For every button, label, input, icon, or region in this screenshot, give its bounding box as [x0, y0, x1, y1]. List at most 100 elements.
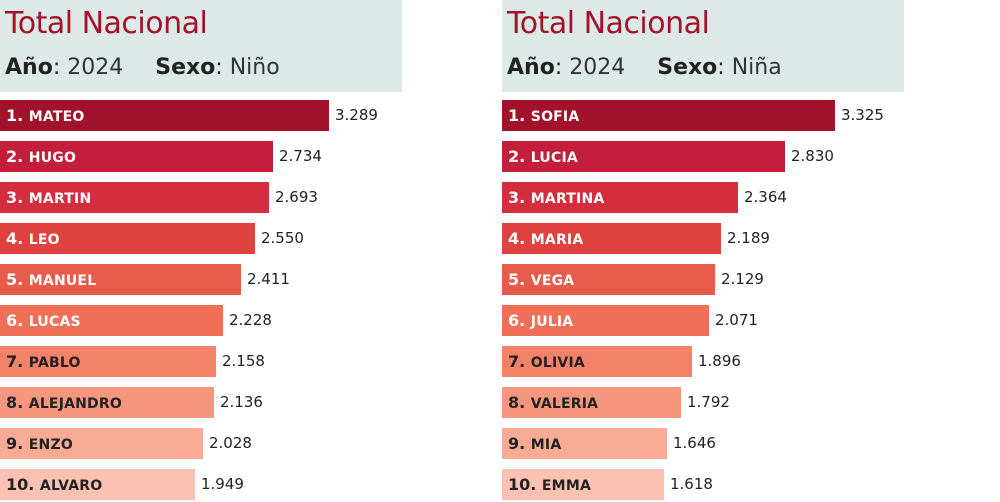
boys-bar-value: 2.158 [222, 352, 265, 370]
girls-bar-name: EMMA [541, 478, 591, 494]
boys-bar-label: 8. ALEJANDRO [6, 387, 122, 418]
girls-chart-filters: Año: 2024 Sexo: Niña [507, 55, 782, 80]
girls-chart-panel: Total Nacional Año: 2024 Sexo: Niña 1. SO… [502, 0, 912, 500]
boys-bar-value: 1.949 [201, 475, 244, 493]
girls-bar-value: 2.364 [744, 188, 787, 206]
girls-bar-value: 1.792 [687, 393, 730, 411]
girls-bar-label: 7. OLIVIA [508, 346, 585, 377]
girls-bar-value: 2.830 [791, 147, 834, 165]
girls-bar-rank: 8. [508, 393, 531, 412]
boys-bar-rank: 2. [6, 147, 29, 166]
girls-bar-label: 8. VALERIA [508, 387, 598, 418]
boys-bar-value: 2.228 [229, 311, 272, 329]
girls-bar-label: 10. EMMA [508, 469, 591, 500]
boys-bar-label: 4. LEO [6, 223, 60, 254]
boys-bar-leo: 4. LEO [0, 223, 255, 254]
boys-bar-name: MATEO [28, 109, 85, 125]
boys-bar-rank: 3. [6, 188, 29, 207]
boys-bar-name: PABLO [28, 355, 81, 371]
girls-bar-name: OLIVIA [530, 355, 585, 371]
boys-bar-rank: 6. [6, 311, 29, 330]
boys-bar-name: LUCAS [28, 314, 81, 330]
girls-bar-name: SOFIA [530, 109, 580, 125]
boys-bar-name: LEO [28, 232, 60, 248]
boys-bar-name: ALVARO [39, 478, 103, 494]
boys-chart-title: Total Nacional [5, 6, 208, 41]
boys-bar-label: 1. MATEO [6, 100, 84, 131]
girls-bar-emma: 10. EMMA [502, 469, 664, 500]
girls-bar-julia: 6. JULIA [502, 305, 709, 336]
boys-bar-name: HUGO [28, 150, 77, 166]
boys-chart-panel: Total Nacional Año: 2024 Sexo: Niño 1. MA… [0, 0, 410, 500]
boys-bar-rank: 7. [6, 352, 29, 371]
boys-bar-label: 3. MARTIN [6, 182, 91, 213]
girls-bar-rank: 1. [508, 106, 531, 125]
girls-bar-name: MIA [530, 437, 562, 453]
boys-bar-alejandro: 8. ALEJANDRO [0, 387, 214, 418]
boys-bar-name: MANUEL [28, 273, 97, 289]
girls-bar-label: 6. JULIA [508, 305, 573, 336]
boys-bar-value: 3.289 [335, 106, 378, 124]
boys-bar-label: 9. ENZO [6, 428, 73, 459]
girls-sex-value: Niña [731, 55, 782, 80]
boys-bar-rank: 1. [6, 106, 29, 125]
girls-year-label: Año [507, 55, 555, 80]
boys-sex-label: Sexo [155, 55, 216, 80]
boys-bar-value: 2.411 [247, 270, 290, 288]
boys-bar-name: MARTIN [28, 191, 92, 207]
boys-chart-filters: Año: 2024 Sexo: Niño [5, 55, 280, 80]
girls-bar-label: 5. VEGA [508, 264, 574, 295]
girls-bar-lucia: 2. LUCIA [502, 141, 785, 172]
boys-bar-manuel: 5. MANUEL [0, 264, 241, 295]
boys-bar-martin: 3. MARTIN [0, 182, 269, 213]
girls-bar-label: 2. LUCIA [508, 141, 578, 172]
boys-bar-value: 2.028 [209, 434, 252, 452]
girls-sex-label: Sexo [657, 55, 718, 80]
boys-bar-hugo: 2. HUGO [0, 141, 273, 172]
boys-bar-value: 2.550 [261, 229, 304, 247]
boys-chart-header: Total Nacional Año: 2024 Sexo: Niño [0, 0, 402, 92]
girls-bar-valeria: 8. VALERIA [502, 387, 681, 418]
girls-bar-rank: 6. [508, 311, 531, 330]
boys-bar-rank: 5. [6, 270, 29, 289]
boys-bar-rank: 8. [6, 393, 29, 412]
girls-bar-value: 1.896 [698, 352, 741, 370]
boys-bar-label: 6. LUCAS [6, 305, 81, 336]
girls-bar-rank: 10. [508, 475, 542, 494]
boys-sex-value: Niño [229, 55, 280, 80]
girls-bar-name: MARIA [530, 232, 584, 248]
boys-bar-enzo: 9. ENZO [0, 428, 203, 459]
boys-bar-alvaro: 10. ALVARO [0, 469, 195, 500]
boys-bar-value: 2.734 [279, 147, 322, 165]
girls-bar-martina: 3. MARTINA [502, 182, 738, 213]
boys-bar-lucas: 6. LUCAS [0, 305, 223, 336]
boys-bar-rank: 4. [6, 229, 29, 248]
boys-bar-pablo: 7. PABLO [0, 346, 216, 377]
girls-bar-value: 2.129 [721, 270, 764, 288]
girls-bar-rank: 2. [508, 147, 531, 166]
boys-bar-name: ALEJANDRO [28, 396, 122, 412]
boys-bar-label: 10. ALVARO [6, 469, 102, 500]
girls-bar-olivia: 7. OLIVIA [502, 346, 692, 377]
girls-bar-rank: 3. [508, 188, 531, 207]
boys-bar-value: 2.136 [220, 393, 263, 411]
girls-bar-value: 1.618 [670, 475, 713, 493]
girls-bar-rank: 5. [508, 270, 531, 289]
girls-bar-value: 3.325 [841, 106, 884, 124]
boys-bar-label: 7. PABLO [6, 346, 81, 377]
girls-bar-sofia: 1. SOFIA [502, 100, 835, 131]
girls-bar-name: VALERIA [530, 396, 599, 412]
boys-bar-rank: 9. [6, 434, 29, 453]
girls-bar-vega: 5. VEGA [502, 264, 715, 295]
boys-bar-list: 1. MATEO 3.289 2. HUGO 2.734 3. MARTIN 2.693 4… [0, 0, 410, 500]
girls-bar-label: 4. MARIA [508, 223, 583, 254]
boys-bar-name: ENZO [28, 437, 73, 453]
girls-year-value: 2024 [569, 55, 626, 80]
boys-year-value: 2024 [67, 55, 124, 80]
girls-bar-name: LUCIA [530, 150, 578, 166]
girls-bar-label: 3. MARTINA [508, 182, 604, 213]
girls-bar-rank: 7. [508, 352, 531, 371]
boys-bar-label: 2. HUGO [6, 141, 76, 172]
girls-bar-value: 2.071 [715, 311, 758, 329]
girls-bar-name: MARTINA [530, 191, 605, 207]
